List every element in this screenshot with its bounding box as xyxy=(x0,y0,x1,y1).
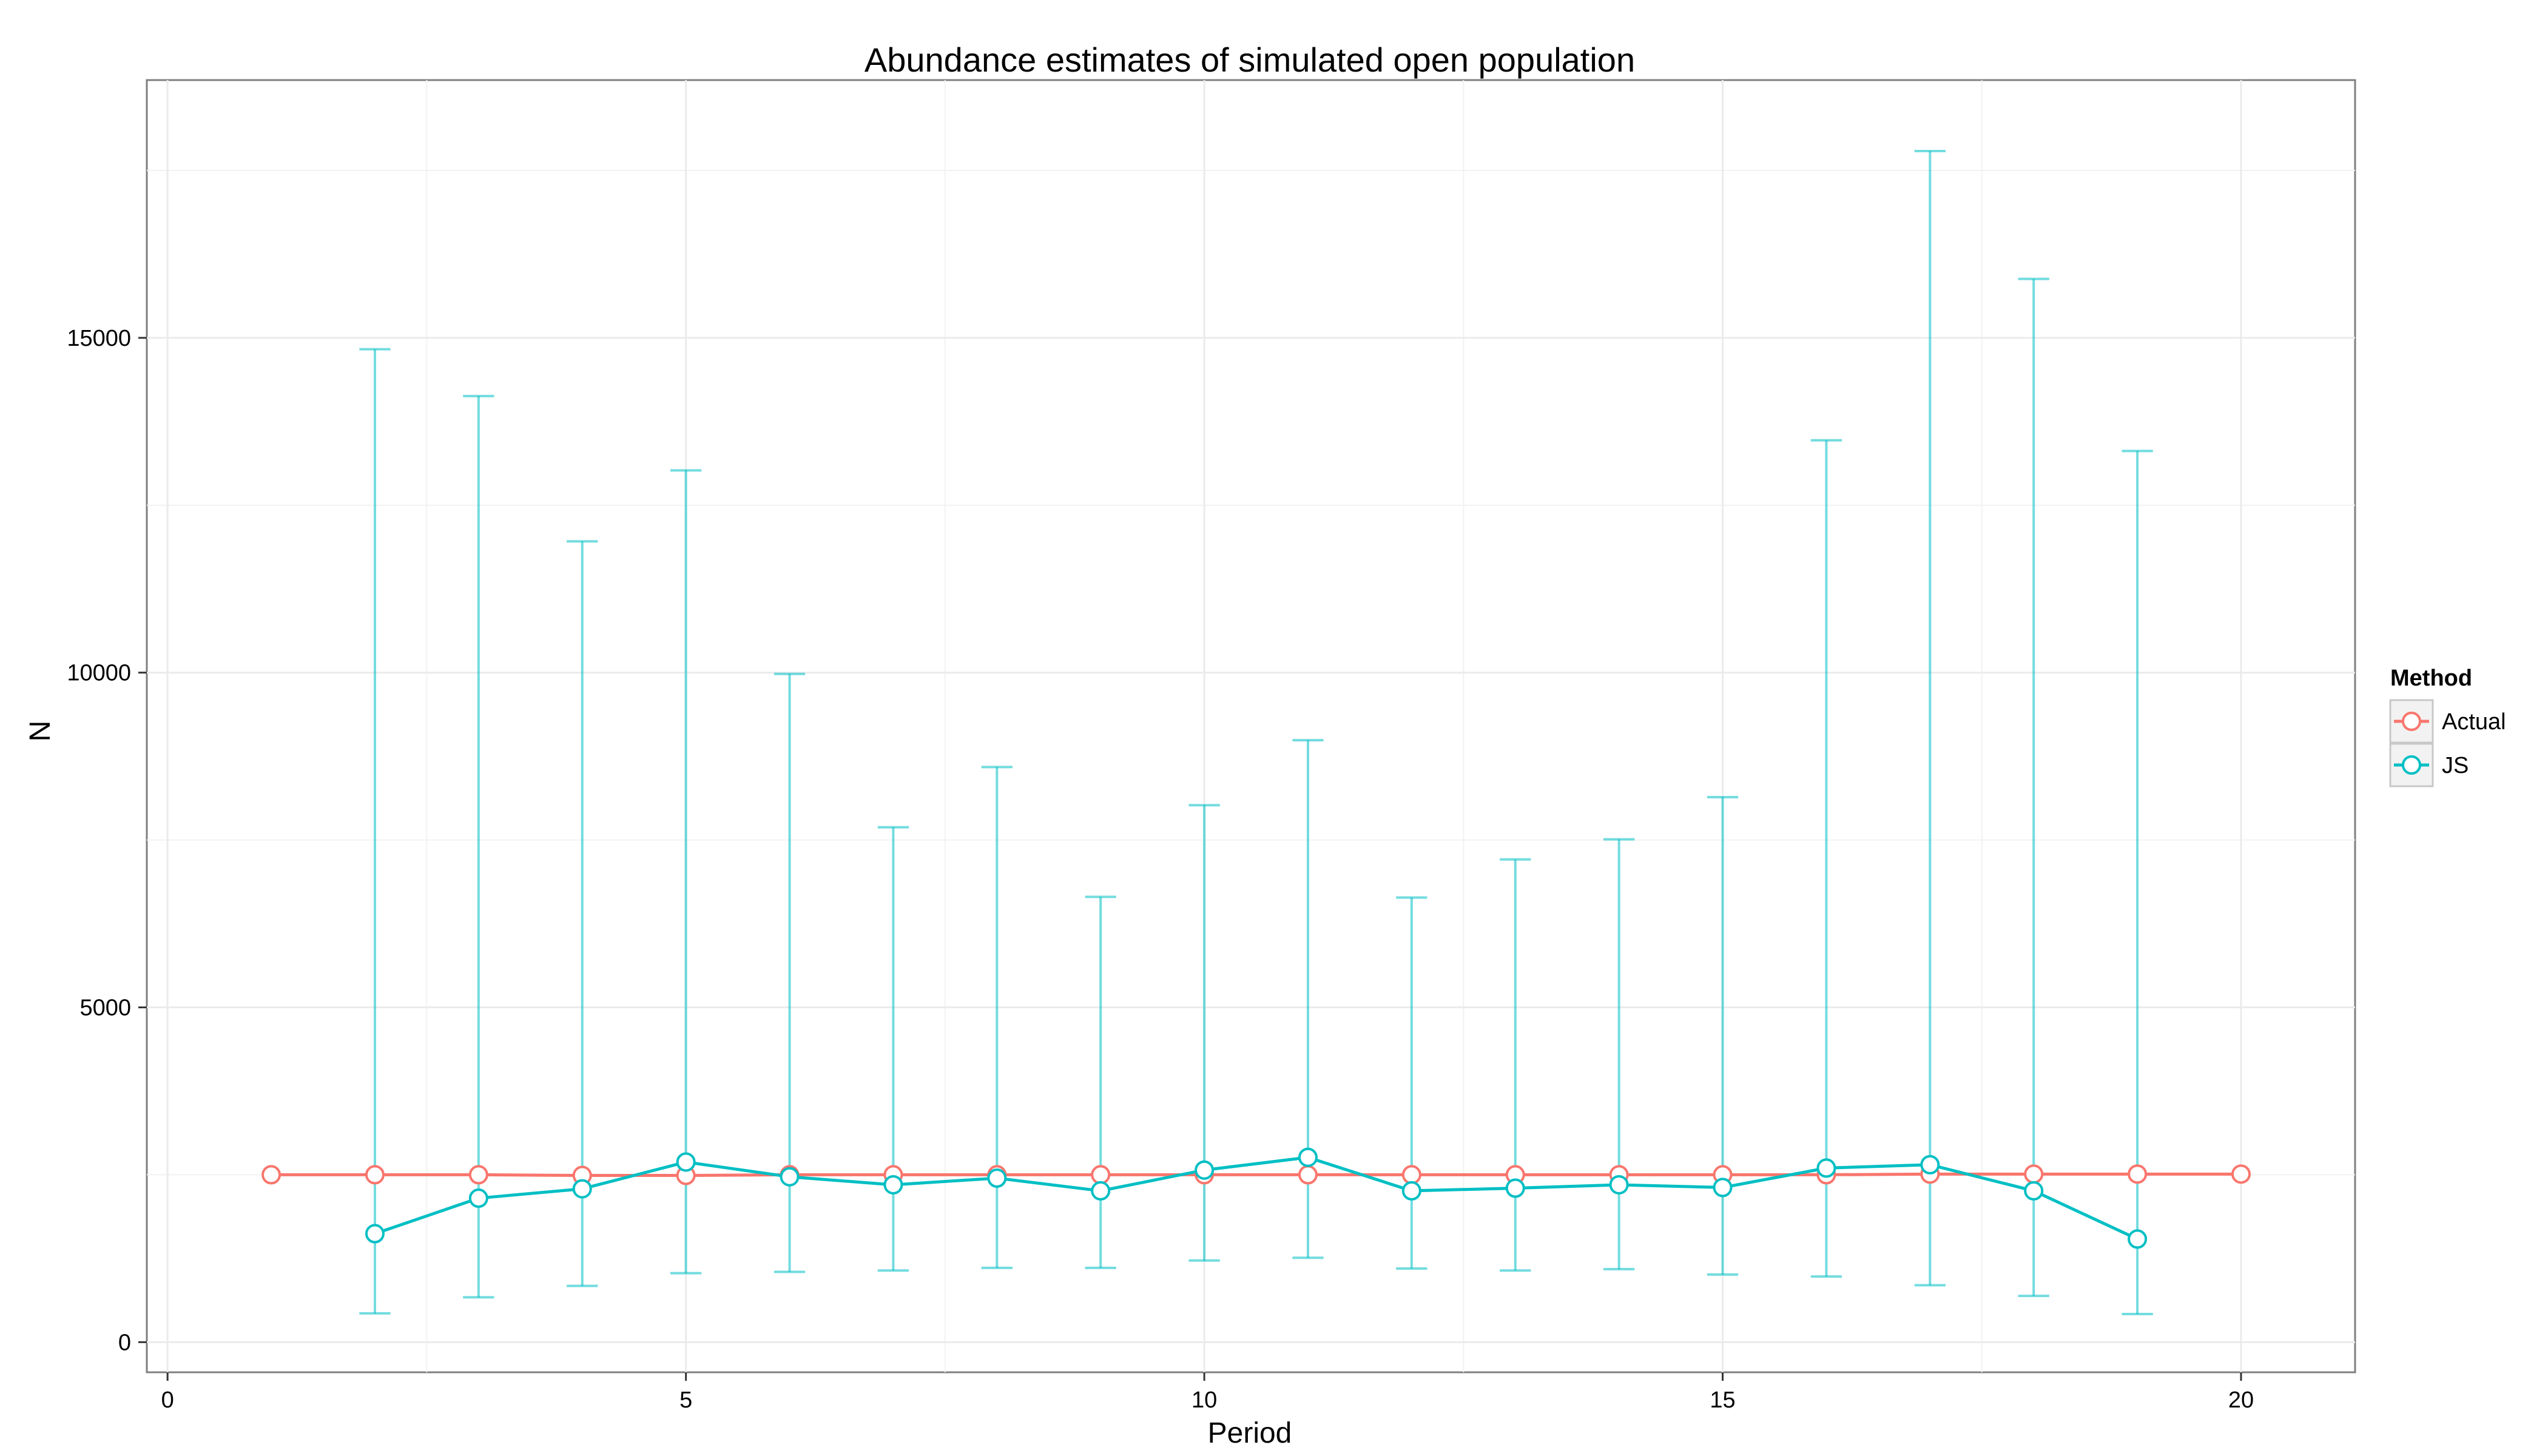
legend-item-actual: Actual xyxy=(2389,699,2506,744)
data-point-actual xyxy=(261,1165,281,1185)
error-bar xyxy=(877,826,909,1272)
data-point-js xyxy=(780,1167,800,1187)
data-point-js xyxy=(1401,1181,1421,1201)
error-bar xyxy=(567,540,598,1287)
data-point-js xyxy=(1713,1178,1733,1198)
data-point-actual xyxy=(2231,1164,2251,1184)
data-point-actual xyxy=(1401,1165,1421,1185)
data-point-actual xyxy=(1298,1165,1318,1185)
legend-item-js: JS xyxy=(2389,743,2469,787)
error-bar xyxy=(1603,838,1635,1271)
data-point-js xyxy=(468,1188,488,1208)
data-point-js xyxy=(1195,1160,1215,1180)
error-bar xyxy=(1396,896,1427,1270)
series-line-actual xyxy=(271,1172,2242,1178)
x-tick-label: 0 xyxy=(161,1387,174,1413)
data-point-js xyxy=(2024,1181,2044,1201)
y-tick-label: 10000 xyxy=(67,661,131,686)
series-line-js xyxy=(374,1156,2138,1241)
x-tick-label: 20 xyxy=(2228,1387,2254,1413)
error-bar xyxy=(463,394,494,1299)
error-bar xyxy=(1810,439,1842,1278)
data-point-js xyxy=(883,1175,903,1195)
legend-label: Actual xyxy=(2442,709,2506,735)
data-point-js xyxy=(1091,1181,1111,1201)
data-point-js xyxy=(1816,1158,1836,1178)
data-point-actual xyxy=(468,1165,488,1185)
legend-title: Method xyxy=(2390,666,2472,691)
error-bar xyxy=(670,469,702,1275)
data-point-js xyxy=(1298,1147,1318,1167)
series-points xyxy=(261,1147,2251,1249)
data-point-js xyxy=(1505,1178,1525,1198)
error-bar xyxy=(1500,858,1531,1272)
x-axis: 0 5 10 15 20 xyxy=(161,1372,2254,1413)
x-tick-label: 10 xyxy=(1191,1387,1217,1413)
error-bar xyxy=(1188,804,1220,1262)
data-point-js xyxy=(365,1224,385,1244)
y-axis-title: N xyxy=(24,721,56,742)
chart-title: Abundance estimates of simulated open po… xyxy=(864,41,1635,79)
x-tick-label: 15 xyxy=(1710,1387,1735,1413)
legend-label: JS xyxy=(2442,753,2469,778)
error-bar xyxy=(2018,277,2049,1298)
data-point-js xyxy=(1920,1154,1940,1175)
data-point-actual xyxy=(2024,1164,2044,1184)
y-axis: 0 5000 10000 15000 xyxy=(67,326,147,1355)
data-point-js xyxy=(2128,1229,2148,1249)
data-point-actual xyxy=(1091,1165,1111,1185)
error-bar xyxy=(1914,149,1946,1287)
plot-panel xyxy=(146,79,2356,1373)
error-bar xyxy=(359,348,391,1315)
data-point-js xyxy=(987,1168,1007,1188)
data-point-js xyxy=(572,1179,592,1199)
data-point-js xyxy=(1609,1175,1629,1195)
y-tick-label: 5000 xyxy=(79,996,131,1021)
series-lines xyxy=(271,1156,2242,1241)
data-point-js xyxy=(676,1152,696,1172)
x-axis-title: Period xyxy=(1208,1417,1292,1449)
data-point-actual xyxy=(2128,1164,2148,1184)
x-tick-label: 5 xyxy=(679,1387,692,1413)
data-point-actual xyxy=(365,1165,385,1185)
legend: Method Actual JS xyxy=(2389,666,2506,787)
y-tick-label: 15000 xyxy=(67,326,131,351)
y-tick-label: 0 xyxy=(118,1330,131,1355)
error-bar xyxy=(1085,895,1116,1269)
